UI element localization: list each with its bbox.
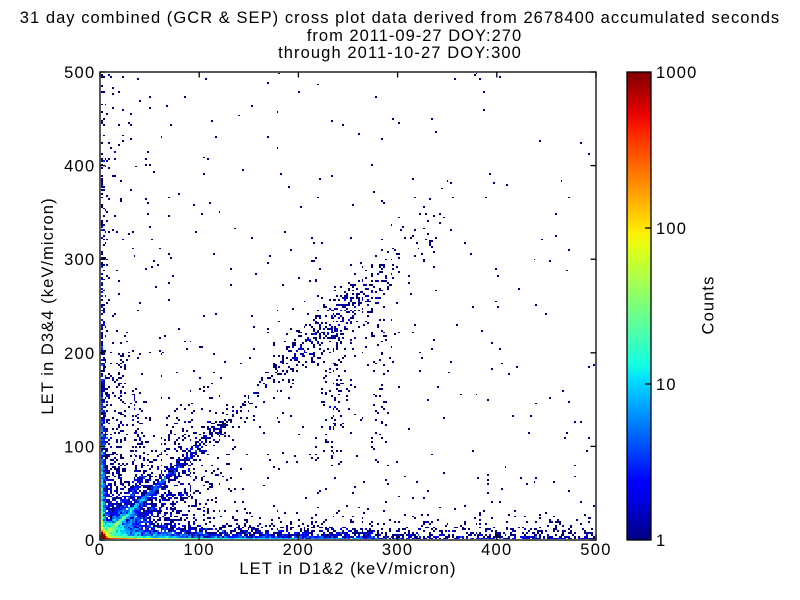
svg-text:200: 200	[64, 345, 95, 363]
svg-text:LET in D3&4 (keV/micron): LET in D3&4 (keV/micron)	[39, 197, 57, 414]
svg-text:300: 300	[382, 541, 413, 559]
svg-text:1000: 1000	[656, 64, 698, 82]
svg-text:Counts: Counts	[700, 276, 718, 335]
svg-text:500: 500	[64, 64, 95, 82]
svg-text:LET in D1&2 (keV/micron): LET in D1&2 (keV/micron)	[239, 560, 456, 578]
svg-text:200: 200	[283, 541, 314, 559]
svg-text:0: 0	[85, 532, 95, 550]
svg-text:from 2011-09-27 DOY:270: from 2011-09-27 DOY:270	[307, 27, 522, 45]
svg-text:500: 500	[580, 541, 611, 559]
svg-text:100: 100	[183, 541, 214, 559]
svg-text:300: 300	[64, 251, 95, 269]
svg-text:31 day combined (GCR & SEP) cr: 31 day combined (GCR & SEP) cross plot d…	[20, 9, 780, 27]
svg-text:400: 400	[64, 158, 95, 176]
svg-text:400: 400	[481, 541, 512, 559]
svg-text:0: 0	[95, 541, 105, 559]
svg-text:10: 10	[656, 376, 677, 394]
svg-text:100: 100	[64, 438, 95, 456]
svg-text:1: 1	[656, 532, 666, 550]
svg-text:through 2011-10-27 DOY:300: through 2011-10-27 DOY:300	[278, 44, 522, 62]
svg-text:100: 100	[656, 220, 687, 238]
